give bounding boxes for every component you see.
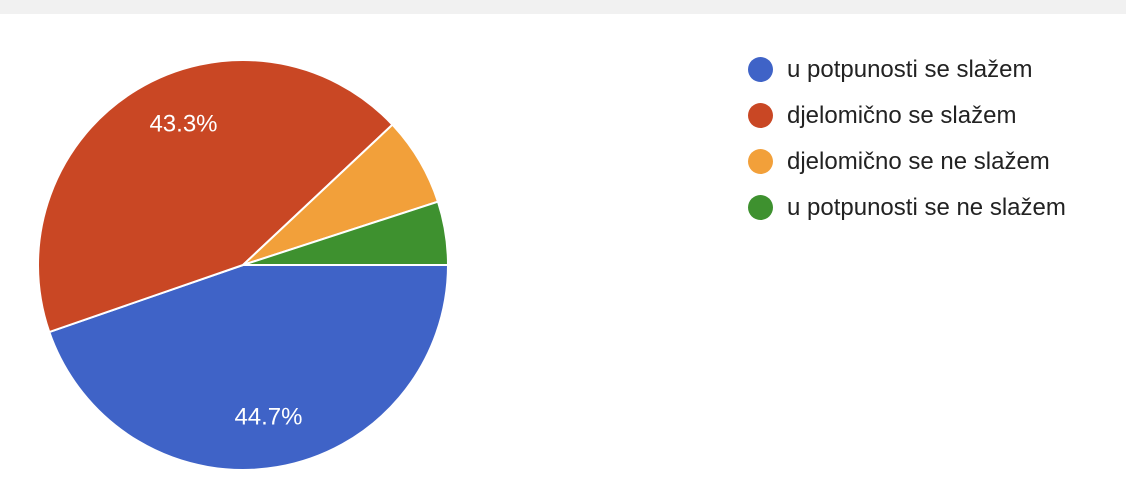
- legend-swatch: [748, 103, 773, 128]
- legend-item-djelomicno-se-slazem[interactable]: djelomično se slažem: [748, 100, 1066, 131]
- pie-chart: 44.7% 43.3%: [37, 59, 450, 471]
- legend-swatch: [748, 195, 773, 220]
- legend-label: u potpunosti se ne slažem: [787, 194, 1066, 221]
- pie-slice-u-potpunosti-se-slazem[interactable]: [47, 264, 450, 471]
- data-label-u-potpunosti-se-slazem: 44.7%: [234, 404, 302, 431]
- legend-item-djelomicno-se-ne-slazem[interactable]: djelomično se ne slažem: [748, 146, 1066, 177]
- legend-label: u potpunosti se slažem: [787, 56, 1033, 83]
- legend-swatch: [748, 149, 773, 174]
- chart-card: 44.7% 43.3% u potpunosti se slažem djelom…: [0, 14, 1126, 493]
- pie-slice-u-potpunosti-se-ne-slazem[interactable]: [242, 200, 450, 266]
- legend-item-u-potpunosti-se-ne-slazem[interactable]: u potpunosti se ne slažem: [748, 192, 1066, 223]
- legend-swatch: [748, 57, 773, 82]
- legend-label: djelomično se slažem: [787, 102, 1017, 129]
- data-label-djelomicno-se-slazem: 43.3%: [149, 110, 217, 137]
- pie-slice-djelomicno-se-slazem[interactable]: [37, 59, 394, 334]
- legend: u potpunosti se slažem djelomično se sla…: [748, 54, 1066, 223]
- legend-label: djelomično se ne slažem: [787, 148, 1050, 175]
- legend-item-u-potpunosti-se-slazem[interactable]: u potpunosti se slažem: [748, 54, 1066, 85]
